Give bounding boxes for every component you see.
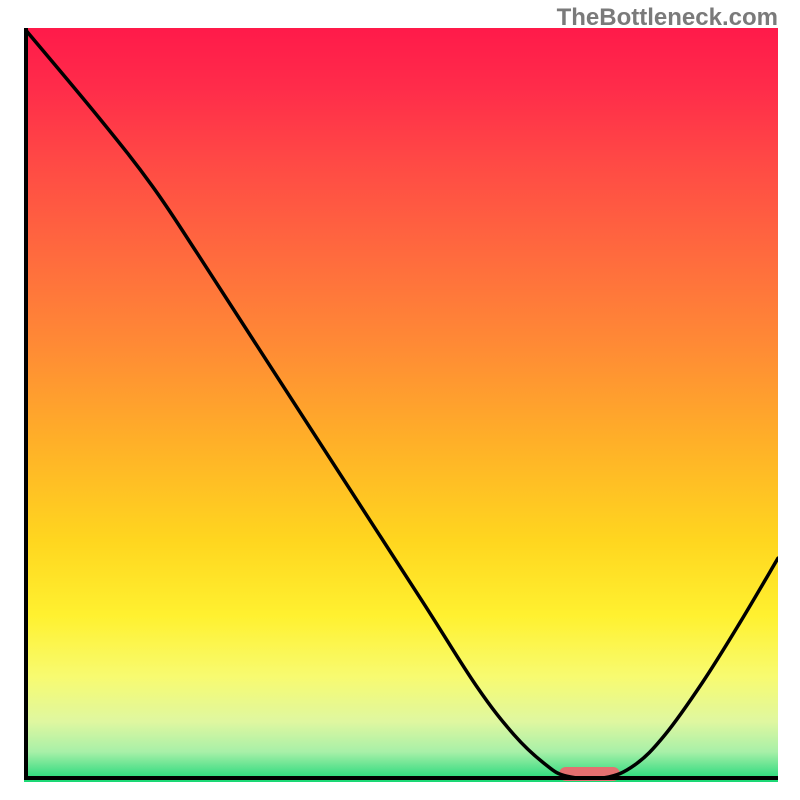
x-axis [24,776,778,780]
y-axis [24,28,28,780]
chart-plot-area [24,28,778,780]
chart-line [24,28,778,780]
watermark-text: TheBottleneck.com [557,4,778,32]
